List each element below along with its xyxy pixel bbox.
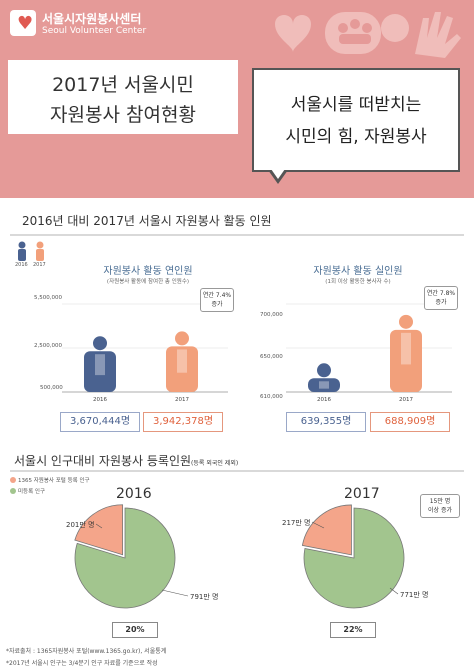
chart1-bar-head-1 xyxy=(175,331,189,346)
pie2017-year: 2017 xyxy=(344,486,380,502)
main-title-box: 2017년 서울시민 자원봉사 참여현황 xyxy=(8,60,238,134)
chart2-value-2016: 639,355명 xyxy=(286,412,366,432)
chart2-bar-vest-0 xyxy=(319,381,329,389)
header-banner: ♥ 서울시자원봉사센터 Seoul Volunteer Center 2017년… xyxy=(0,0,474,198)
chart1-value-2017: 3,942,378명 xyxy=(143,412,223,432)
chart1-xtick-1: 2017 xyxy=(175,397,189,403)
pie-2016 xyxy=(74,504,189,609)
pie2016-leader-unregistered xyxy=(161,589,189,597)
org-name-ko: 서울시자원봉사센터 xyxy=(42,12,142,26)
legend-unregistered-swatch xyxy=(10,488,16,494)
pie2016-year: 2016 xyxy=(116,486,152,502)
chart2-bar-2016 xyxy=(308,363,340,392)
pie2016-label-registered: 201만 명 xyxy=(66,521,95,529)
bubble-line2: 시민의 힘, 자원봉사 xyxy=(285,127,427,147)
chart1-bar-vest-1 xyxy=(177,349,187,373)
chart1-value-2016: 3,670,444명 xyxy=(60,412,140,432)
main-title-line2: 자원봉사 참여현황 xyxy=(50,104,196,126)
speech-bubble: 서울시를 떠받치는 시민의 힘, 자원봉사 xyxy=(252,68,460,172)
chart2-bar-body-0 xyxy=(308,378,340,392)
main-title-line1: 2017년 서울시민 xyxy=(52,74,194,96)
pie2016-slice-1 xyxy=(74,507,176,609)
chart2-xtick-1: 2017 xyxy=(399,397,413,403)
chart2-callout: 연간 7.8% 증가 xyxy=(424,286,458,310)
org-name-en: Seoul Volunteer Center xyxy=(42,26,147,36)
chart1-subtitle: (자원봉사 활동에 참여한 총 인원수) xyxy=(106,279,190,285)
pie2017-leader-registered xyxy=(311,521,325,529)
chart1-bar-2017 xyxy=(166,331,198,392)
pie2016-leader-registered xyxy=(95,523,103,529)
legend-2017: 2017 xyxy=(33,262,46,268)
pie2017-slice-0 xyxy=(301,504,352,556)
legend-registered-swatch xyxy=(10,477,16,483)
source-note-2: *2017년 서울시 인구는 3/4분기 인구 자료를 기준으로 작성 xyxy=(6,660,158,667)
chart1-bar-body-0 xyxy=(84,351,116,392)
chart2-bar-body-1 xyxy=(390,329,422,392)
chart1-xtick-0: 2016 xyxy=(93,397,107,403)
legend-2016: 2016 xyxy=(15,262,28,268)
chart2-xtick-0: 2016 xyxy=(317,397,331,403)
legend-registered: 1365 자원봉사 포털 등록 인구 xyxy=(18,478,90,484)
chart2-subtitle: (1회 이상 활동한 봉사자 수) xyxy=(325,279,391,285)
chart1-plot: 2016 2017 xyxy=(62,303,228,403)
chart1-callout: 연간 7.4% 증가 xyxy=(200,288,234,312)
section1-divider xyxy=(10,234,464,236)
pie2016-share: 20% xyxy=(112,622,158,638)
pie2017-label-registered: 217만 명 xyxy=(282,519,311,527)
section1-title: 2016년 대비 2017년 서울시 자원봉사 활동 인원 xyxy=(22,214,272,228)
pie2016-slice-0 xyxy=(74,504,124,556)
chart2-bar-head-1 xyxy=(399,314,413,329)
chart1-ytick-low: 500,000 xyxy=(40,385,63,391)
chart1-ytick-mid: 2,500,000 xyxy=(34,343,62,349)
chart2-title: 자원봉사 활동 실인원 xyxy=(313,266,403,277)
pie2017-share: 22% xyxy=(330,622,376,638)
year-legend-figures xyxy=(18,241,44,261)
chart1-bar-body-1 xyxy=(166,346,198,392)
pie2017-leader-unregistered xyxy=(389,587,399,595)
bubble-line1: 서울시를 떠받치는 xyxy=(290,95,422,115)
chart2-bar-head-0 xyxy=(317,363,331,378)
pie2017-slice-1 xyxy=(303,507,405,609)
pie2017-callout: 15만 명 이상 증가 xyxy=(420,494,460,518)
chart1-bar-vest-0 xyxy=(95,354,105,376)
chart1-bar-head-0 xyxy=(93,336,107,351)
chart1-bar-2016 xyxy=(84,336,116,392)
legend-unregistered: 미등록 인구 xyxy=(18,489,46,495)
chart2-value-2017: 688,909명 xyxy=(370,412,450,432)
chart2-plot: 2016 2017 xyxy=(286,303,452,403)
source-note-1: *자료출처 : 1365자원봉사 포털(www.1365.go.kr), 서울통… xyxy=(6,648,167,655)
pie2017-label-unregistered: 771만 명 xyxy=(400,591,429,599)
chart1-ytick-top: 5,500,000 xyxy=(34,295,62,301)
logo-icon: ♥ xyxy=(10,10,36,36)
volunteer-hands-illustration xyxy=(275,12,461,58)
section2-title: 서울시 인구대비 자원봉사 등록인원(등록 외국인 제외) xyxy=(14,454,239,468)
chart2-bar-vest-1 xyxy=(401,332,411,365)
chart2-ytick-top: 700,000 xyxy=(260,312,283,318)
chart1-title: 자원봉사 활동 연인원 xyxy=(103,266,193,277)
chart2-bar-2017 xyxy=(390,314,422,392)
pie-2017 xyxy=(301,504,405,609)
pie2016-label-unregistered: 791만 명 xyxy=(190,593,219,601)
section2-divider xyxy=(10,470,464,472)
chart2-ytick-low: 610,000 xyxy=(260,394,283,400)
chart2-ytick-mid: 650,000 xyxy=(260,354,283,360)
